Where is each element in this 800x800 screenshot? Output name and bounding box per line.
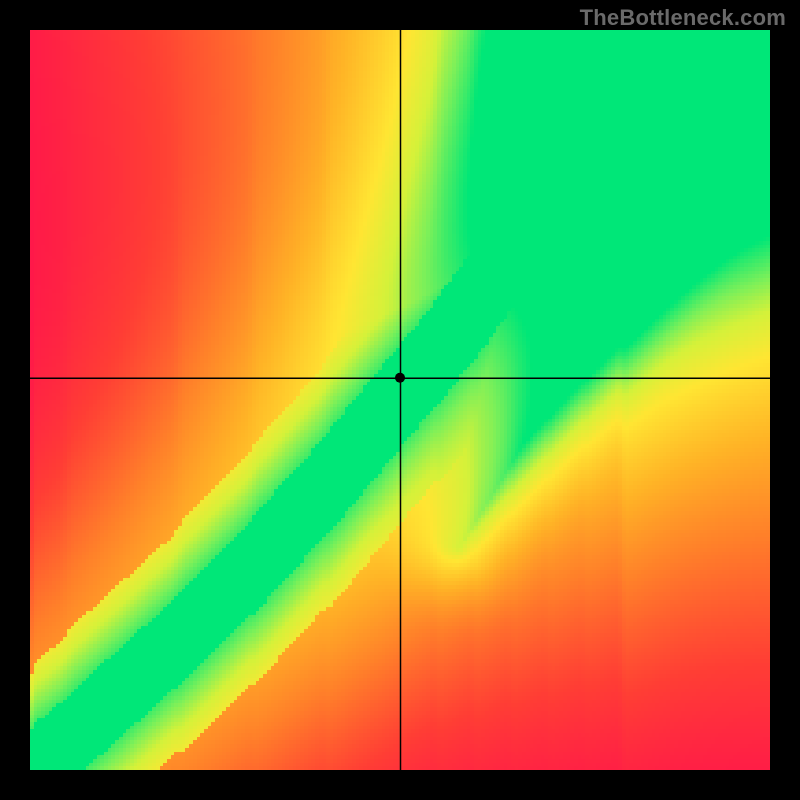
chart-frame: TheBottleneck.com <box>0 0 800 800</box>
watermark-text: TheBottleneck.com <box>580 5 786 31</box>
plot-area <box>30 30 770 770</box>
heatmap-canvas <box>30 30 770 770</box>
